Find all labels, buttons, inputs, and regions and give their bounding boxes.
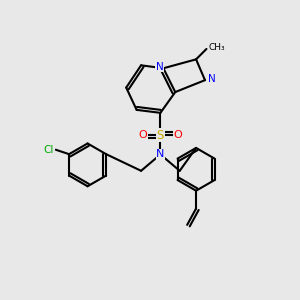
Text: N: N	[208, 74, 215, 84]
Text: S: S	[157, 129, 164, 142]
Text: N: N	[156, 62, 164, 72]
Text: O: O	[173, 130, 182, 140]
Text: CH₃: CH₃	[209, 43, 226, 52]
Text: Cl: Cl	[44, 145, 54, 155]
Text: O: O	[139, 130, 148, 140]
Text: N: N	[156, 149, 165, 160]
